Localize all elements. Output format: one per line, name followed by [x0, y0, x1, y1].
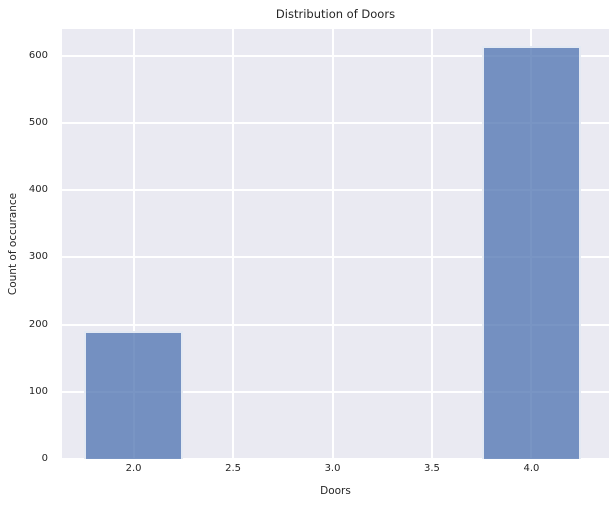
x-gridline	[430, 29, 433, 459]
y-gridline	[62, 54, 609, 57]
x-gridline	[132, 29, 135, 459]
y-gridline	[62, 458, 609, 460]
x-gridline	[232, 29, 235, 459]
y-gridline	[62, 256, 609, 259]
bar	[83, 331, 184, 459]
y-tick-label: 400	[28, 184, 48, 196]
x-tick-label: 4.0	[523, 463, 540, 474]
y-tick-label: 0	[41, 453, 48, 464]
y-gridline	[62, 390, 609, 393]
chart-title: Distribution of Doors	[275, 7, 396, 21]
y-tick-label: 600	[28, 49, 48, 61]
y-tick-label: 100	[28, 385, 48, 397]
x-axis-label: Doors	[320, 485, 351, 497]
plot-area	[62, 29, 609, 460]
x-axis-ticks: 2.0 2.5 3.0 3.5 4.0	[62, 464, 609, 478]
bar	[481, 46, 582, 459]
y-gridline	[62, 189, 609, 192]
y-tick-label: 200	[28, 318, 48, 330]
x-tick-label: 3.5	[424, 463, 440, 474]
y-axis-ticks: 0 100 200 300 400 500 600	[0, 29, 48, 463]
x-tick-label: 2.5	[225, 463, 241, 474]
x-tick-label: 2.0	[125, 463, 142, 474]
y-tick-label: 300	[28, 251, 48, 263]
bars-layer	[62, 29, 609, 459]
y-gridline	[62, 122, 609, 125]
y-tick-label: 500	[28, 117, 48, 129]
y-gridline	[62, 323, 609, 326]
x-tick-label: 3.0	[324, 463, 341, 474]
x-gridline	[331, 29, 334, 459]
